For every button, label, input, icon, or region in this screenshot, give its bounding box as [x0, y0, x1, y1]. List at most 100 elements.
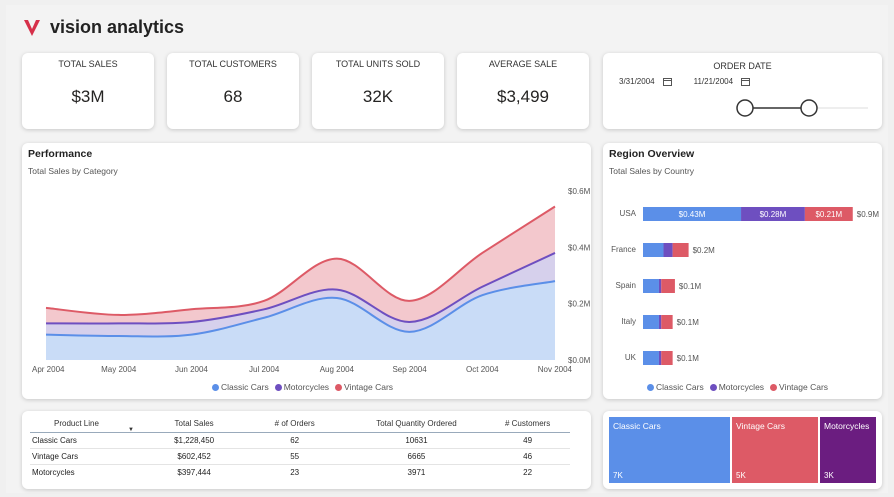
region-legend: Classic Cars Motorcycles Vintage Cars — [647, 382, 828, 392]
treemap-value: 5K — [736, 471, 746, 480]
y-tick-label: $0.0M — [568, 356, 591, 365]
kpi-card-total-customers: TOTAL CUSTOMERS 68 — [167, 53, 299, 129]
cell-orders: 55 — [290, 452, 300, 461]
bar-segment-vintage-cars — [661, 315, 673, 329]
treemap-tile-motorcycles[interactable]: Motorcycles 3K — [820, 417, 876, 483]
bar-segment-vintage-cars — [661, 351, 673, 365]
kpi-value: 32K — [362, 87, 394, 106]
bar-segment-classic-cars — [643, 207, 742, 221]
bar-total-label: $0.1M — [677, 318, 700, 327]
app-title: vision analytics — [50, 17, 185, 37]
x-tick-label: Jul 2004 — [249, 365, 280, 374]
column-header-total-sales[interactable]: Total Sales — [174, 419, 214, 428]
bar-segment-motorcycles — [663, 243, 673, 257]
column-header-customers[interactable]: # Customers — [504, 419, 551, 428]
cell-quantity: 3971 — [407, 468, 426, 477]
x-tick-label: Sep 2004 — [392, 365, 427, 374]
legend-item-classic-cars[interactable]: Classic Cars — [212, 382, 269, 392]
column-header-product-line[interactable]: Product Line ▼ — [54, 419, 134, 433]
kpi-title: AVERAGE SALE — [488, 59, 558, 69]
treemap-value: 3K — [824, 471, 834, 480]
legend-item-motorcycles[interactable]: Motorcycles — [274, 382, 329, 392]
kpi-title: TOTAL UNITS SOLD — [335, 59, 421, 69]
bar-total-label: $0.9M — [857, 210, 880, 219]
y-category-label: France — [611, 245, 636, 254]
column-header-orders[interactable]: # of Orders — [274, 419, 315, 428]
sort-descending-icon[interactable]: ▼ — [128, 427, 134, 433]
treemap-label: Classic Cars — [613, 421, 661, 431]
bar-total-label: $0.1M — [679, 282, 702, 291]
treemap-label: Motorcycles — [824, 421, 870, 431]
cell-total-sales: $397,444 — [177, 468, 211, 477]
date-inputs: 3/31/2004 11/21/2004 — [619, 77, 751, 86]
y-tick-label: $0.2M — [568, 300, 591, 309]
slider-end-handle[interactable] — [800, 99, 818, 117]
performance-legend: Classic Cars Motorcycles Vintage Cars — [212, 382, 393, 392]
bar-segment-classic-cars — [643, 243, 664, 257]
cell-orders: 23 — [290, 468, 300, 477]
product-line-table: Product Line ▼ Total Sales # of Orders T… — [30, 415, 570, 480]
slider-start-handle[interactable] — [736, 99, 754, 117]
bar-data-label: $0.21M — [815, 210, 842, 219]
kpi-card-total-sales: TOTAL SALES $3M — [22, 53, 154, 129]
bar-total-label: $0.2M — [693, 246, 716, 255]
treemap-value: 7K — [613, 471, 623, 480]
y-category-label: Spain — [616, 281, 636, 290]
bar-segment-motorcycles — [658, 351, 662, 365]
bar-segment-classic-cars — [643, 315, 659, 329]
dashboard-canvas: vision analytics TOTAL SALES $3M TOTAL C… — [6, 5, 888, 493]
y-category-label: UK — [625, 353, 637, 362]
legend-item-vintage-cars[interactable]: Vintage Cars — [770, 382, 828, 392]
series-line-motorcycles — [45, 252, 556, 325]
legend-item-vintage-cars[interactable]: Vintage Cars — [335, 382, 393, 392]
vision-logo-icon — [24, 19, 40, 36]
kpi-card-average-sale: AVERAGE SALE $3,499 — [457, 53, 589, 129]
performance-card: Performance Total Sales by Category $0.0… — [22, 143, 591, 399]
cell-product-line: Vintage Cars — [32, 452, 79, 461]
series-line-vintage-cars — [45, 205, 556, 316]
series-line-classic-cars — [45, 280, 556, 338]
x-tick-label: Jun 2004 — [175, 365, 208, 374]
x-tick-label: Apr 2004 — [32, 365, 65, 374]
cell-product-line: Motorcycles — [32, 468, 75, 477]
chart-title: Region Overview — [609, 148, 695, 160]
kpi-title: TOTAL SALES — [58, 59, 118, 69]
y-tick-label: $0.6M — [568, 187, 591, 196]
bar-segment-vintage-cars — [661, 279, 675, 293]
bar-data-label: $0.28M — [760, 210, 787, 219]
legend-item-classic-cars[interactable]: Classic Cars — [647, 382, 704, 392]
treemap-tile-vintage-cars[interactable]: Vintage Cars 5K — [732, 417, 818, 483]
kpi-value: $3,499 — [497, 87, 549, 106]
calendar-icon[interactable] — [741, 77, 751, 86]
bar-data-label: $0.43M — [679, 210, 706, 219]
treemap-tile-classic-cars[interactable]: Classic Cars 7K — [609, 417, 730, 483]
table-header-row: Product Line ▼ Total Sales # of Orders T… — [30, 415, 570, 433]
bar-segment-motorcycles — [741, 207, 805, 221]
date-range-slider[interactable] — [733, 97, 873, 119]
calendar-icon[interactable] — [662, 77, 672, 86]
region-overview-card: Region Overview Total Sales by Country U… — [603, 143, 882, 399]
x-tick-label: Nov 2004 — [538, 365, 573, 374]
cell-quantity: 6665 — [407, 452, 426, 461]
y-category-label: Italy — [621, 317, 636, 326]
cell-customers: 49 — [523, 436, 533, 445]
region-bar-chart: USA $0.43M $0.28M $0.21M $0.9M France $0.2M Spa… — [611, 207, 880, 365]
start-date-input[interactable]: 3/31/2004 — [619, 77, 655, 86]
y-category-label: USA — [620, 209, 637, 218]
table-row[interactable]: Vintage Cars $602,452 55 6665 46 — [30, 449, 570, 465]
performance-area-chart: $0.0M $0.2M $0.4M $0.6M Apr 2004 May 2004 Jun … — [32, 187, 591, 374]
cell-quantity: 10631 — [405, 436, 428, 445]
app-header: vision analytics — [22, 17, 184, 38]
bar-segment-classic-cars — [643, 279, 659, 293]
kpi-value: 68 — [223, 87, 243, 106]
bar-segment-vintage-cars — [672, 243, 689, 257]
end-date-input[interactable]: 11/21/2004 — [693, 77, 734, 86]
legend-item-motorcycles[interactable]: Motorcycles — [709, 382, 764, 392]
cell-customers: 46 — [523, 452, 533, 461]
table-row[interactable]: Classic Cars $1,228,450 62 10631 49 — [30, 433, 570, 449]
cell-product-line: Classic Cars — [32, 436, 77, 445]
cell-total-sales: $1,228,450 — [174, 436, 215, 445]
table-row[interactable]: Motorcycles $397,444 23 3971 22 — [30, 465, 570, 481]
bar-segment-classic-cars — [643, 351, 659, 365]
column-header-quantity[interactable]: Total Quantity Ordered — [376, 419, 457, 428]
